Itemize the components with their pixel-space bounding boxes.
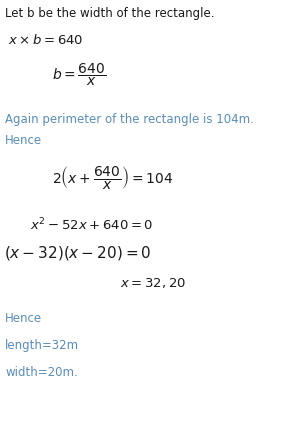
Text: Let b be the width of the rectangle.: Let b be the width of the rectangle. <box>5 8 215 21</box>
Text: $x = 32, 20$: $x = 32, 20$ <box>120 276 186 290</box>
Text: Again perimeter of the rectangle is 104m.: Again perimeter of the rectangle is 104m… <box>5 113 254 127</box>
Text: width=20m.: width=20m. <box>5 366 78 379</box>
Text: Hence: Hence <box>5 135 42 148</box>
Text: $x^{2} - 52x + 640 = 0$: $x^{2} - 52x + 640 = 0$ <box>30 217 153 233</box>
Text: $b = \dfrac{640}{x}$: $b = \dfrac{640}{x}$ <box>52 62 106 88</box>
Text: Hence: Hence <box>5 311 42 325</box>
Text: length=32m: length=32m <box>5 339 79 351</box>
Text: $x \times b = 640$: $x \times b = 640$ <box>8 33 83 47</box>
Text: $2\left(x + \dfrac{640}{x}\right) = 104$: $2\left(x + \dfrac{640}{x}\right) = 104$ <box>52 165 173 191</box>
Text: $(x - 32)(x - 20) = 0$: $(x - 32)(x - 20) = 0$ <box>4 244 151 262</box>
